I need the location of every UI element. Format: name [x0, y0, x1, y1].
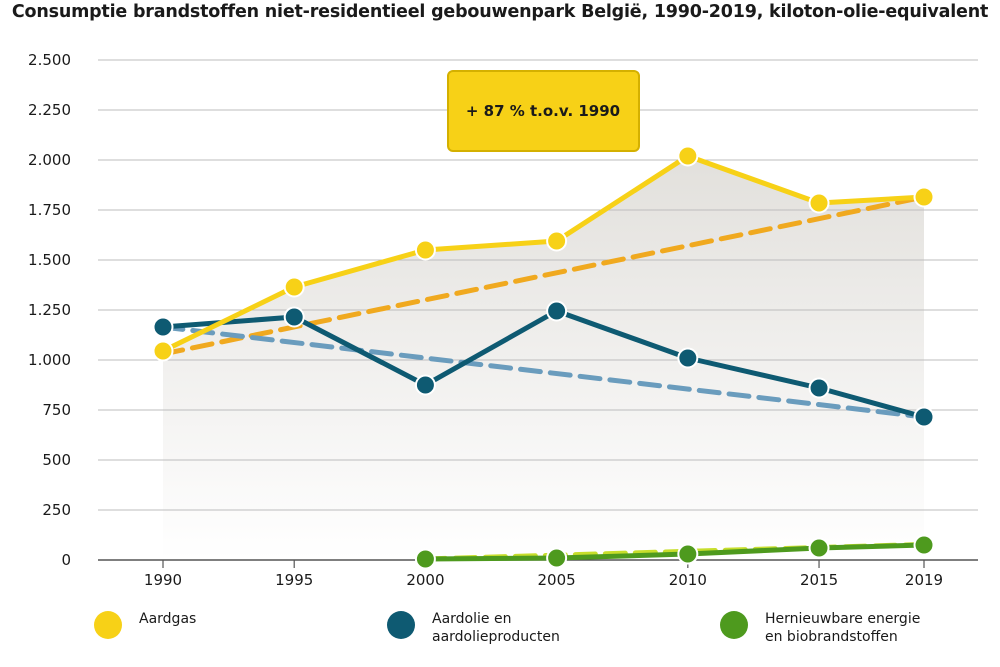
- data-point: [677, 543, 699, 565]
- y-tick-label: 2.000: [28, 151, 71, 169]
- data-point: [414, 239, 436, 261]
- data-point: [808, 192, 830, 214]
- data-point: [808, 377, 830, 399]
- legend-marker-hernieuwbaar: [720, 611, 748, 639]
- legend-item-aardgas: Aardgas: [94, 610, 196, 639]
- data-point: [546, 230, 568, 252]
- data-point: [546, 547, 568, 569]
- data-point: [808, 537, 830, 559]
- y-tick-label: 250: [42, 501, 71, 519]
- x-tick-label: 2000: [406, 571, 444, 589]
- x-tick-label: 2015: [800, 571, 838, 589]
- legend-label-aardolie: Aardolie en aardolieproducten: [432, 611, 560, 645]
- legend-label-hernieuwbaar: Hernieuwbare energie en biobrandstoffen: [765, 611, 921, 645]
- x-tick-label: 2019: [905, 571, 943, 589]
- data-point: [283, 306, 305, 328]
- data-point: [913, 406, 935, 428]
- trend-line-0: [160, 194, 927, 357]
- y-tick-label: 1.750: [28, 201, 71, 219]
- data-point: [283, 276, 305, 298]
- annotation-text: + 87 % t.o.v. 1990: [466, 102, 620, 120]
- annotation-box: [447, 70, 640, 152]
- chart-title: Consumptie brandstoffen niet-residentiee…: [11, 2, 989, 22]
- y-tick-label: 1.250: [28, 301, 71, 319]
- x-tick-label: 2010: [669, 571, 707, 589]
- x-tick-label: 1995: [275, 571, 313, 589]
- data-point: [913, 534, 935, 556]
- data-point: [414, 548, 436, 570]
- data-point: [677, 145, 699, 167]
- data-point: [546, 300, 568, 322]
- y-tick-label: 1.500: [28, 251, 71, 269]
- legend-label-aardgas: Aardgas: [139, 611, 197, 627]
- y-tick-label: 1.000: [28, 351, 71, 369]
- y-tick-label: 0: [61, 551, 71, 569]
- data-point: [677, 347, 699, 369]
- y-tick-label: 750: [42, 401, 71, 419]
- legend-marker-aardgas: [94, 611, 122, 639]
- legend-item-aardolie: Aardolie en aardolieproducten: [387, 610, 560, 646]
- data-point: [414, 374, 436, 396]
- y-tick-label: 2.250: [28, 101, 71, 119]
- area-under-aardgas: [163, 156, 924, 560]
- trend-line-1: [160, 324, 927, 420]
- data-point: [913, 186, 935, 208]
- x-tick-label: 2005: [538, 571, 576, 589]
- y-tick-label: 500: [42, 451, 71, 469]
- trend-line-2: [422, 541, 927, 562]
- legend-marker-aardolie: [387, 611, 415, 639]
- x-tick-label: 1990: [144, 571, 182, 589]
- data-point: [152, 340, 174, 362]
- data-point: [152, 316, 174, 338]
- y-tick-label: 2.500: [28, 51, 71, 69]
- legend-item-hernieuwbaar: Hernieuwbare energie en biobrandstoffen: [720, 610, 920, 646]
